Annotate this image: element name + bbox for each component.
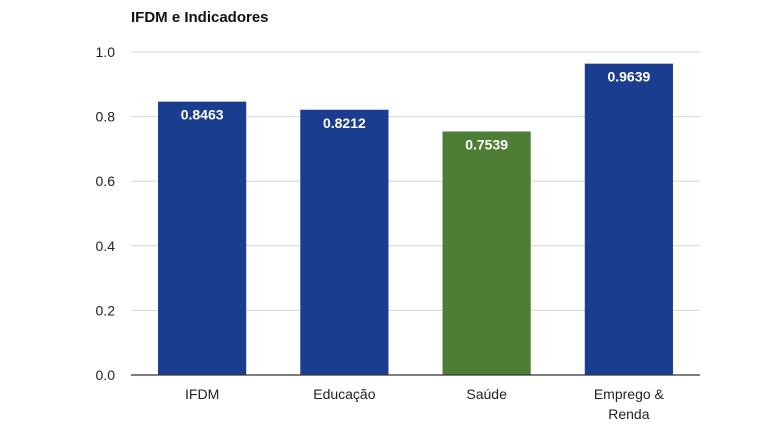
x-category-label: Saúde	[466, 386, 507, 402]
chart-title: IFDM e Indicadores	[131, 9, 269, 26]
y-tick-label: 0.0	[96, 367, 116, 383]
y-axis-ticks: 0.0 0.2 0.4 0.6 0.8 1.0	[96, 44, 116, 383]
bar-value-label: 0.8212	[323, 115, 366, 131]
bar	[300, 109, 389, 375]
bar-value-label: 0.9639	[607, 69, 650, 85]
bar	[584, 63, 673, 375]
x-category-label: Renda	[608, 406, 649, 422]
bar-value-label: 0.8463	[181, 107, 224, 123]
y-tick-label: 0.6	[96, 173, 116, 189]
bars: 0.8463 0.8212 0.7539 0.9639	[158, 63, 673, 375]
y-tick-label: 0.8	[96, 109, 116, 125]
bar	[158, 101, 247, 375]
bar	[442, 131, 531, 375]
y-tick-label: 1.0	[96, 44, 116, 60]
x-category-label: Emprego &	[594, 386, 665, 402]
y-tick-label: 0.4	[96, 238, 116, 254]
bar-value-label: 0.7539	[465, 136, 508, 152]
x-axis-categories: IFDM Educação Saúde Emprego & Renda	[185, 386, 665, 422]
x-category-label: IFDM	[185, 386, 219, 402]
x-category-label: Educação	[313, 386, 375, 402]
y-tick-label: 0.2	[96, 302, 116, 318]
